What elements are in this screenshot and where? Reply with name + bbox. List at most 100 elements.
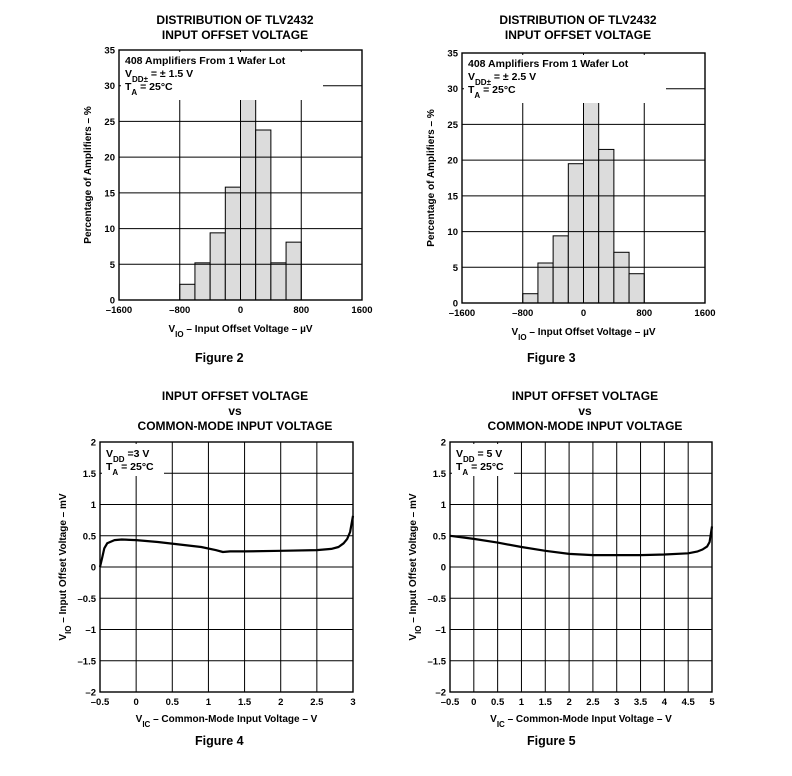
offset-voltage-curve [98, 515, 355, 568]
figure-3-chart: 0 5 10 15 20 25 30 35 –1600 –800 0 800 1600 VIO – Inp… [426, 49, 716, 342]
x-tick-label: –800 [169, 305, 190, 316]
x-tick-label: 1600 [694, 308, 715, 319]
plot-frame [118, 49, 363, 301]
y-tick-label: 30 [447, 84, 458, 95]
histogram-bar [537, 262, 554, 304]
histogram-bar [255, 129, 272, 301]
y-tick-label: 0 [110, 296, 115, 307]
y-tick-label: –2 [435, 688, 446, 699]
y-axis-label: Percentage of Amplifiers – % [83, 106, 94, 244]
x-tick-label: –1600 [449, 308, 475, 319]
y-tick-label: –1 [85, 625, 96, 636]
figure-4-title-line-3: COMMON-MODE INPUT VOLTAGE [137, 419, 333, 433]
y-tick-label: –1.5 [428, 656, 447, 667]
figure-2-caption: Figure 2 [195, 351, 244, 365]
x-tick-label: 0 [581, 308, 586, 319]
x-tick-label: –0.5 [91, 697, 110, 708]
y-tick-label: 0.5 [83, 531, 97, 542]
x-tick-label: 0 [238, 305, 243, 316]
y-tick-label: 20 [447, 156, 458, 167]
y-tick-label: 0 [453, 299, 458, 310]
x-tick-label: 5 [709, 697, 715, 708]
y-tick-label: 1 [441, 500, 447, 511]
figure-3-title-line-1: DISTRIBUTION OF TLV2432 [499, 13, 657, 27]
histogram-bar [194, 262, 211, 301]
figure-3-caption: Figure 3 [527, 351, 576, 365]
annotation-background [464, 55, 666, 103]
figure-4-title-line-1: INPUT OFFSET VOLTAGE [161, 389, 309, 403]
histogram-bar [583, 86, 600, 304]
x-axis-label: VIC – Common-Mode Input Voltage – V [136, 714, 318, 729]
figure-4-chart: –2 –1.5 –1 –0.5 0 0.5 1 1.5 2 –0.5 0 0.5 1 1.5 2 2.5 3 VI… [58, 438, 356, 729]
figure-5-chart: –2 –1.5 –1 –0.5 0 0.5 1 1.5 2 –0.5 0 0.5 1 1.5 2 2.5 3 3.… [408, 438, 715, 729]
y-tick-label: 1.5 [433, 469, 447, 480]
figure-2-title: DISTRIBUTION OF TLV2432 INPUT OFFSET VOL… [130, 13, 340, 43]
x-axis-label: VIC – Common-Mode Input Voltage – V [490, 714, 672, 729]
annotation-background [121, 52, 323, 100]
y-tick-label: –1.5 [78, 656, 97, 667]
x-tick-label: 2.5 [586, 697, 600, 708]
histogram-bar [552, 235, 569, 304]
annotation-line-2: VDD± = ± 2.5 V [468, 71, 536, 87]
y-tick-label: 30 [104, 81, 115, 92]
annotation-background [452, 444, 514, 476]
histogram-bar [285, 241, 302, 301]
x-tick-label: 1.5 [238, 697, 252, 708]
annotation-line-1: VDD = 5 V [456, 448, 502, 464]
y-tick-label: 1 [91, 500, 97, 511]
y-tick-label: 25 [104, 117, 115, 128]
x-tick-label: 2 [278, 697, 283, 708]
y-tick-label: 0.5 [433, 531, 447, 542]
histogram-bar [522, 293, 539, 304]
histogram-bar [209, 232, 226, 301]
figure-4-title-line-2: vs [228, 404, 242, 418]
annotation-line-2: TA = 25°C [106, 461, 154, 477]
annotation-line-1: 408 Amplifiers From 1 Wafer Lot [468, 58, 629, 70]
y-tick-label: 15 [104, 188, 115, 199]
annotation-line-2: TA = 25°C [456, 461, 504, 477]
figure-3-title-line-2: INPUT OFFSET VOLTAGE [504, 28, 652, 42]
y-axis-label: VIO – Input Offset Voltage – mV [408, 493, 423, 641]
y-tick-label: 2 [441, 438, 446, 449]
histogram-bar [613, 251, 630, 304]
figure-5-title: INPUT OFFSET VOLTAGE vs COMMON-MODE INPU… [460, 389, 710, 434]
x-tick-label: 1 [206, 697, 212, 708]
y-tick-label: 25 [447, 120, 458, 131]
y-tick-label: 20 [104, 153, 115, 164]
histogram-bar [567, 163, 584, 304]
offset-voltage-curve [449, 526, 714, 557]
x-tick-label: 0 [471, 697, 476, 708]
y-axis-label: VIO – Input Offset Voltage – mV [58, 493, 73, 641]
y-tick-label: –0.5 [78, 594, 97, 605]
y-tick-label: –2 [85, 688, 96, 699]
annotation-line-3: TA = 25°C [125, 81, 173, 97]
y-tick-label: 1.5 [83, 469, 97, 480]
y-tick-label: 2 [91, 438, 96, 449]
figure-4-title: INPUT OFFSET VOLTAGE vs COMMON-MODE INPU… [110, 389, 360, 434]
y-axis-label: Percentage of Amplifiers – % [426, 109, 437, 247]
figure-5-caption: Figure 5 [527, 734, 576, 748]
y-tick-label: 10 [447, 227, 458, 238]
x-tick-label: 2.5 [310, 697, 324, 708]
x-tick-label: 1 [519, 697, 525, 708]
histogram-bar [240, 80, 257, 301]
x-tick-label: –1600 [106, 305, 132, 316]
figure-2-chart: 0 5 10 15 20 25 30 35 –1600 –800 0 800 1600 VIO – Inp… [83, 46, 373, 339]
figure-2-title-line-1: DISTRIBUTION OF TLV2432 [156, 13, 314, 27]
plot-frame [461, 52, 706, 304]
y-tick-label: 0 [91, 563, 96, 574]
figure-4-caption: Figure 4 [195, 734, 244, 748]
x-tick-label: 0 [133, 697, 138, 708]
annotation-line-1: 408 Amplifiers From 1 Wafer Lot [125, 55, 286, 67]
annotation-line-1: VDD =3 V [106, 448, 149, 464]
x-axis-label: VIO – Input Offset Voltage – µV [168, 324, 312, 339]
y-tick-label: 15 [447, 191, 458, 202]
histogram-bar [598, 148, 615, 304]
y-tick-label: 35 [104, 46, 115, 57]
histogram-bar [224, 186, 241, 301]
histogram-bar [628, 273, 645, 304]
x-tick-label: –800 [512, 308, 533, 319]
x-tick-label: –0.5 [441, 697, 460, 708]
annotation-background [102, 444, 164, 476]
plot-frame [449, 441, 713, 693]
